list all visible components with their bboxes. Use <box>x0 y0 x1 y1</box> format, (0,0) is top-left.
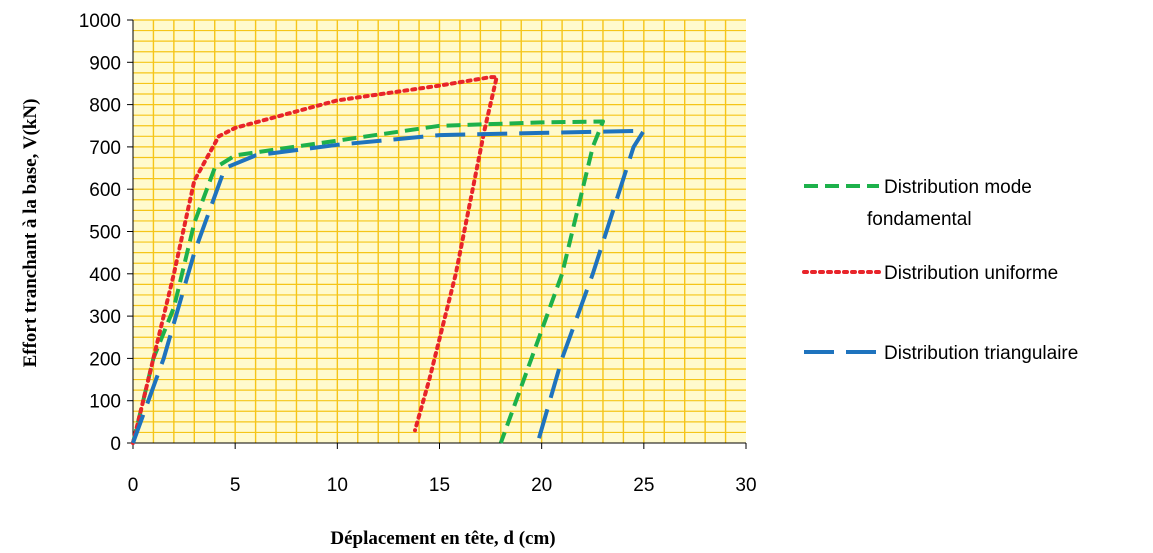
x-tick-label: 25 <box>633 475 654 496</box>
axes <box>127 19 747 449</box>
legend: Distribution mode fondamental Distribution… <box>802 177 1078 364</box>
y-tick-label: 0 <box>110 434 121 455</box>
x-tick-label: 0 <box>128 475 139 496</box>
y-axis-title: Effort tranchant à la base, V(kN) <box>20 99 41 368</box>
legend-label-1: fondamental <box>867 209 972 230</box>
y-tick-label: 700 <box>89 138 121 159</box>
x-axis-title: Déplacement en tête, d (cm) <box>330 528 555 549</box>
series <box>131 75 646 445</box>
x-tick-label: 30 <box>735 475 756 496</box>
y-tick-label: 200 <box>89 349 121 370</box>
series-line-2 <box>131 75 499 445</box>
x-tick-label: 15 <box>429 475 450 496</box>
legend-label-1: Distribution mode <box>884 177 1032 198</box>
y-tick-label: 1000 <box>79 11 121 32</box>
x-tick-label: 5 <box>230 475 241 496</box>
y-tick-label: 400 <box>89 265 121 286</box>
grid <box>133 19 746 443</box>
x-tick-label: 10 <box>327 475 348 496</box>
series-line-3 <box>131 128 646 444</box>
series-line-1 <box>131 119 605 444</box>
y-tick-label: 300 <box>89 307 121 328</box>
y-tick-label: 100 <box>89 392 121 413</box>
x-tick-label: 20 <box>531 475 552 496</box>
y-tick-labels: 0 100 200 300 400 500 600 700 800 900 1000 <box>79 11 121 455</box>
y-tick-label: 600 <box>89 180 121 201</box>
y-tick-label: 500 <box>89 223 121 244</box>
x-tick-labels: 0 5 10 15 20 25 30 <box>128 475 757 496</box>
y-tick-label: 800 <box>89 96 121 117</box>
legend-label-3: Distribution triangulaire <box>884 343 1078 364</box>
y-tick-label: 900 <box>89 53 121 74</box>
legend-label-2: Distribution uniforme <box>884 263 1058 284</box>
